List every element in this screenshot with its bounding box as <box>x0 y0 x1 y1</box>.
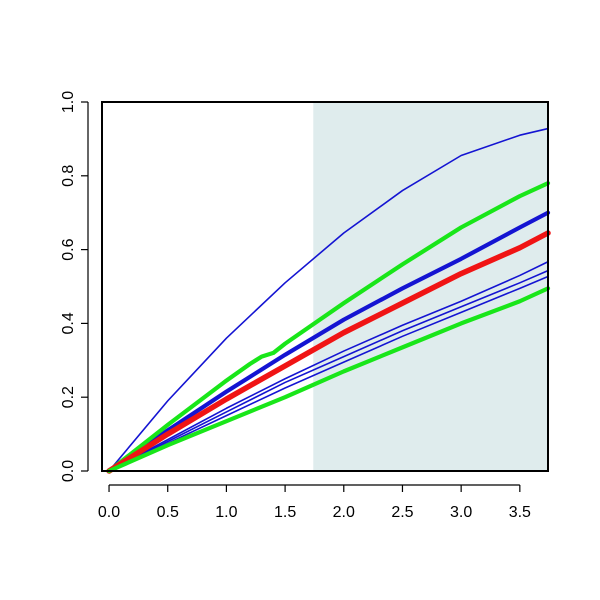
axes-layer: 0.0 0.5 1.0 1.5 2.0 2.5 3.0 3.5 0.0 0.2 0.4 0.6 0.8 1… <box>60 91 549 521</box>
series-line-2 <box>106 210 551 474</box>
series-line-1 <box>108 127 549 472</box>
x-tick-label: 1.5 <box>274 504 296 521</box>
x-tick-label: 2.5 <box>391 504 413 521</box>
x-tick-label: 3.0 <box>450 504 472 521</box>
x-tick-label: 0.0 <box>98 504 120 521</box>
y-tick-label: 0.8 <box>60 165 77 187</box>
y-tick-label: 0.4 <box>60 312 77 334</box>
y-tick-label: 0.0 <box>60 460 77 482</box>
x-tick-label: 0.5 <box>157 504 179 521</box>
y-tick-label: 0.6 <box>60 238 77 260</box>
x-tick-label: 1.0 <box>215 504 237 521</box>
series-line-7 <box>106 230 551 474</box>
series-line-8 <box>106 286 551 474</box>
plot-frame <box>101 101 549 472</box>
series-line-6 <box>106 181 551 474</box>
x-tick-label: 2.0 <box>333 504 355 521</box>
series-lines-layer <box>106 127 551 474</box>
y-tick-label: 1.0 <box>60 91 77 113</box>
series-line-4 <box>108 269 549 472</box>
series-line-3 <box>108 260 549 472</box>
series-line-5 <box>108 275 549 472</box>
x-tick-label: 3.5 <box>509 504 531 521</box>
y-tick-label: 0.2 <box>60 386 77 408</box>
